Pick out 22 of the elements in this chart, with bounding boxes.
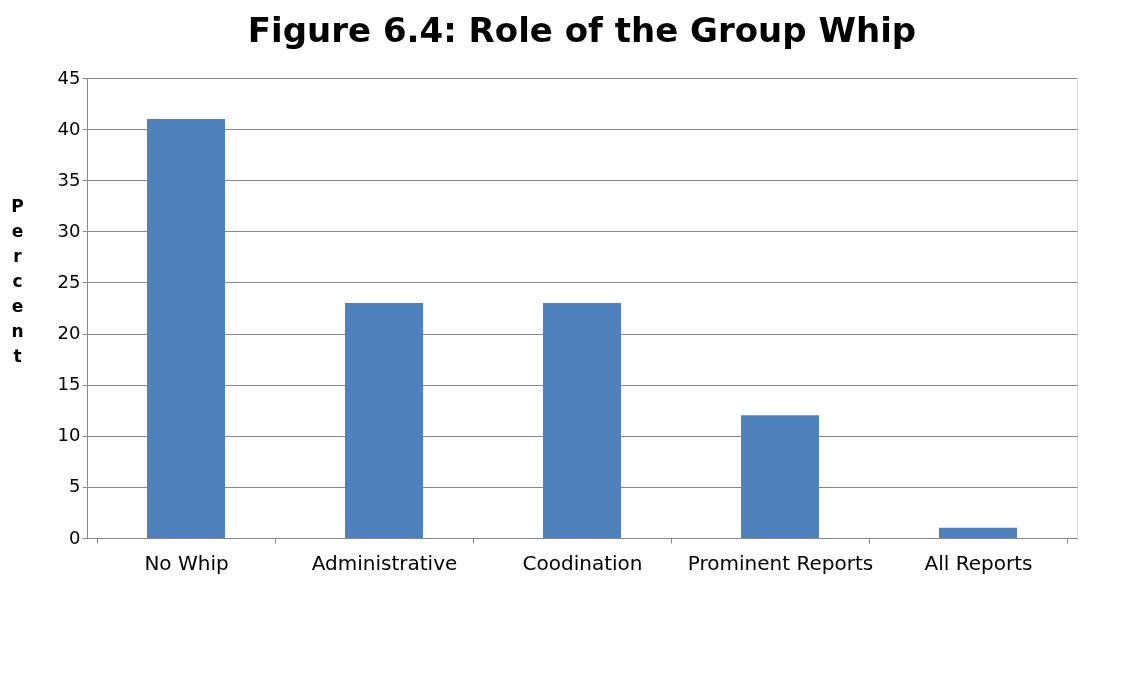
chart-title: Figure 6.4: Role of the Group Whip <box>247 10 917 50</box>
x-tick-label: No Whip <box>144 550 229 575</box>
y-tick-label: 30 <box>57 219 81 241</box>
y-axis-title: Percent <box>11 195 24 366</box>
y-tick-label: 10 <box>57 424 81 446</box>
bar <box>147 118 225 538</box>
bar <box>543 302 621 538</box>
y-tick-label: 5 <box>69 475 81 497</box>
x-tick-label: Coodination <box>522 550 643 575</box>
bar <box>345 302 423 538</box>
y-tick-label: 15 <box>57 373 81 395</box>
y-tick-label: 20 <box>57 322 81 344</box>
y-tick-label: 40 <box>57 117 81 139</box>
bar <box>939 527 1017 538</box>
x-tick-label: All Reports <box>924 550 1033 575</box>
x-tick-label: Prominent Reports <box>687 550 874 575</box>
y-tick-label: 0 <box>69 526 81 548</box>
bar <box>741 415 819 538</box>
y-tick-label: 45 <box>57 66 81 88</box>
y-tick-label: 35 <box>57 168 81 190</box>
x-tick-label: Administrative <box>311 550 458 575</box>
y-tick-label: 25 <box>57 270 81 292</box>
